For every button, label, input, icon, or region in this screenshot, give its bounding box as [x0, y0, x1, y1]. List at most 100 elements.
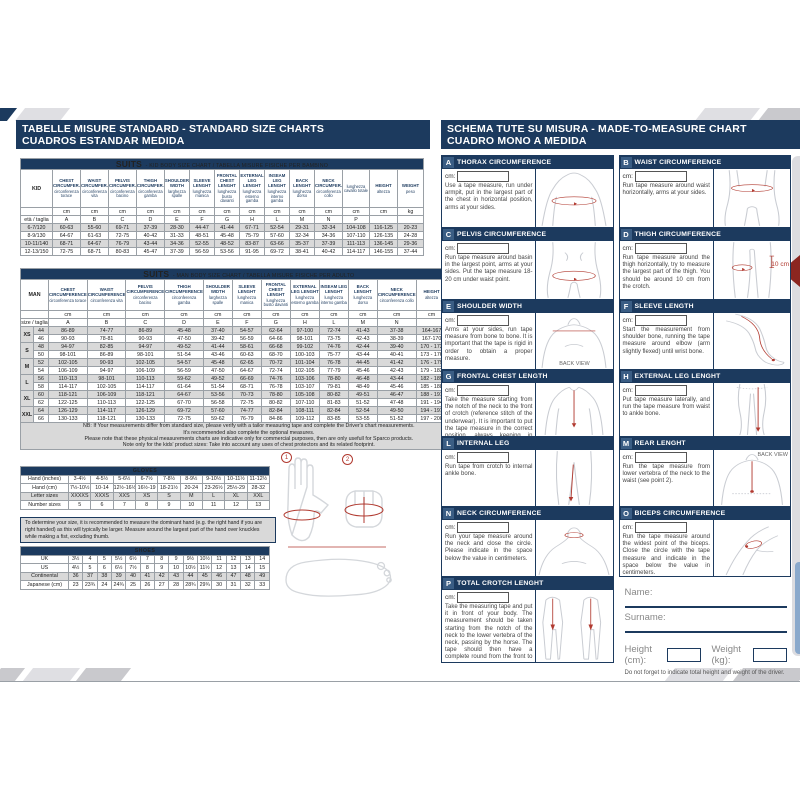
- cm-input-box[interactable]: [634, 385, 687, 396]
- measure-value: 45-46: [347, 366, 378, 376]
- size-value: 20-24: [179, 483, 203, 493]
- cm-input-box[interactable]: [634, 171, 687, 182]
- column-header: BACK LENGHT lunghezza dorso: [347, 279, 378, 312]
- cm-label: cm:: [445, 317, 456, 324]
- measure-value: 52-55: [189, 239, 216, 249]
- size-value: 23: [67, 580, 84, 590]
- measure-value: 29-36: [396, 239, 424, 249]
- name-field[interactable]: Name:: [624, 587, 787, 608]
- bottom-left-stripe-2: [22, 668, 81, 681]
- cm-input-box[interactable]: [457, 385, 510, 396]
- cm-input-box[interactable]: [634, 452, 687, 463]
- unit-cell: cm: [86, 310, 127, 320]
- cm-input-box[interactable]: [457, 243, 510, 254]
- measure-value: 76-79: [107, 239, 137, 249]
- size-value: 14: [254, 554, 270, 564]
- cm-label: cm:: [622, 454, 633, 461]
- size-value: 24¾: [111, 580, 127, 590]
- measure-value: 102-105: [48, 358, 88, 368]
- measure-value: 49-51: [347, 390, 378, 400]
- size-value: XL: [224, 491, 248, 501]
- size-label: 66: [33, 414, 49, 424]
- unit-cell: cm: [264, 207, 291, 217]
- rear-back-illustration: BACK VIEW: [712, 450, 790, 506]
- waist-illustration: [712, 169, 790, 227]
- section-letter: O: [620, 508, 632, 519]
- letter-cell: P: [341, 215, 370, 225]
- cm-input-box[interactable]: [634, 315, 687, 326]
- column-header: SHOULDER WIDTH larghezza spalle: [163, 169, 191, 209]
- unit-cell: cm: [163, 207, 191, 217]
- surname-field[interactable]: Surname:: [624, 612, 787, 633]
- size-value: 11: [201, 500, 226, 510]
- right-edge-blue-rail: [795, 562, 800, 654]
- measure-value: 122-125: [48, 398, 88, 408]
- size-value: 7½-10½: [67, 483, 92, 493]
- measure-value: 56-59: [231, 334, 262, 344]
- measure-value: 83-87: [239, 239, 266, 249]
- measure-value: 74-77: [86, 326, 127, 336]
- row-label: Hand (inches): [20, 474, 69, 484]
- cm-label: cm:: [445, 524, 456, 531]
- size-value: 13: [225, 563, 242, 573]
- cm-input-box[interactable]: [457, 315, 510, 326]
- column-header: NECK CIRCUMFER. circonferenza collo: [314, 169, 343, 209]
- measure-value: 103-107: [289, 382, 320, 392]
- size-row: Letter sizes XXXXS XXXS XXS XS S M L XL XXL: [20, 491, 271, 501]
- gloves-size-table: GLOVES Hand (inches) 3-4½ 4-5½ 5-6½ 6-7½ 7-8½ 8…: [20, 466, 271, 510]
- cm-label: cm:: [622, 173, 633, 180]
- measure-value: 80-82: [318, 390, 349, 400]
- size-value: 49: [254, 571, 270, 581]
- section-letter: L: [443, 438, 454, 449]
- measure-value: 43-44: [135, 239, 165, 249]
- measure-value: 64-67: [164, 390, 204, 400]
- size-value: 11½: [197, 563, 213, 573]
- cm-input-box[interactable]: [457, 452, 510, 463]
- size-label: 54: [33, 366, 49, 376]
- cm-input-box[interactable]: [457, 171, 510, 182]
- height-input-box[interactable]: [666, 648, 701, 662]
- section-letter: F: [620, 301, 632, 312]
- size-label: 6-7/120: [20, 223, 53, 233]
- measure-value: 72-74: [318, 326, 349, 336]
- man-body-size-chart: SUITS - MAN BODY SIZE CHART / TABELLA MI…: [20, 267, 478, 450]
- unit-cell: cm: [260, 310, 291, 320]
- size-value: 46: [211, 571, 227, 581]
- measure-value: 37-39: [314, 239, 343, 249]
- unit-cell: kg: [396, 207, 424, 217]
- cm-label: cm:: [622, 245, 633, 252]
- measure-value: 79-81: [318, 382, 349, 392]
- unit-cell: cm: [341, 207, 370, 217]
- letter-cell: C: [125, 318, 166, 328]
- measure-value: 37-39: [135, 223, 165, 233]
- measure-value: 40-42: [314, 247, 343, 257]
- measure-value: 37-44: [396, 247, 424, 257]
- cm-input-box[interactable]: [457, 522, 510, 533]
- size-value: 6: [90, 500, 114, 510]
- cm-input-box[interactable]: [634, 243, 687, 254]
- cm-input-box[interactable]: [634, 522, 687, 533]
- size-row: XXL 64 126-129 114-117 126-129 69-72 57-60 74-7…: [20, 406, 478, 424]
- measure-value: 69-72: [164, 406, 204, 416]
- measure-value: 34-36: [314, 231, 343, 241]
- measure-value: 73-75: [318, 334, 349, 344]
- measure-value: 64-67: [79, 239, 109, 249]
- measure-value: 43-46: [202, 350, 233, 360]
- measure-value: 55-60: [79, 223, 109, 233]
- measure-value: 107-110: [289, 398, 320, 408]
- section-pelvis-circumference: C PELVIS CIRCUMFERENCE cm: Run tape measu…: [441, 227, 614, 300]
- measure-value: 118-121: [86, 414, 127, 424]
- weight-input-box[interactable]: [753, 648, 787, 662]
- measure-value: 69-71: [107, 223, 137, 233]
- measure-value: 122-125: [125, 398, 166, 408]
- cm-input-box[interactable]: [457, 592, 510, 603]
- measure-value: 97-100: [289, 326, 320, 336]
- letter-cell: N: [376, 318, 417, 328]
- row-label: Continental: [20, 571, 69, 581]
- column-header: EXTERNAL LEG LENGHT lunghezza esterno gam…: [239, 169, 266, 209]
- measure-value: 39-42: [202, 334, 233, 344]
- column-header: EXTERNAL LEG LENGHT lunghezza esterno gam…: [289, 279, 320, 312]
- section-sleeve-length: F SLEEVE LENGTH cm: Start the measurement…: [618, 299, 791, 370]
- measure-value: 66-69: [231, 374, 262, 384]
- measure-value: 130-133: [125, 414, 166, 424]
